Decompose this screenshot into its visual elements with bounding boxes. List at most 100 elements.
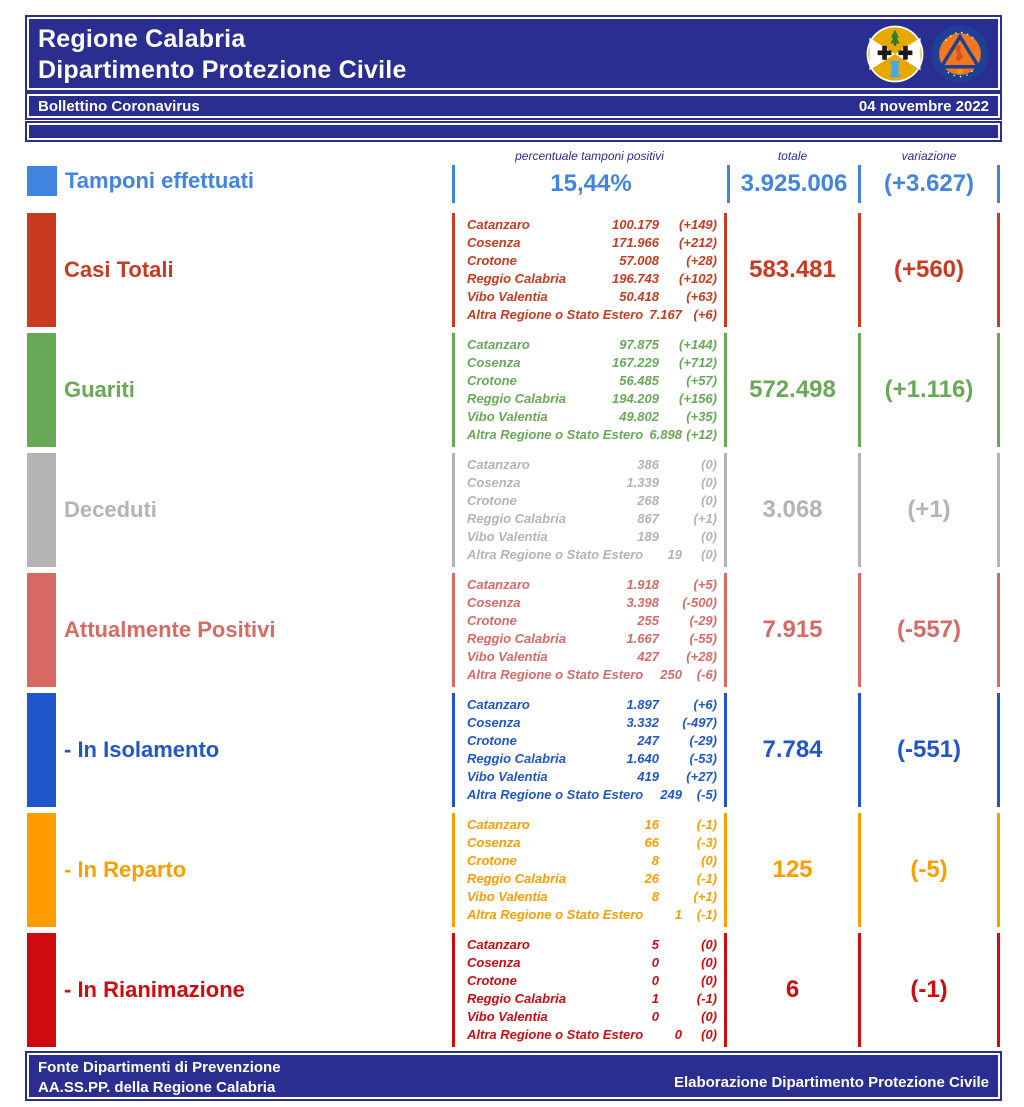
breakdown-value: 247 [637,733,659,748]
breakdown-value: 0 [651,955,659,970]
breakdown-item: Vibo Valentia 50.418 (+63) [467,289,717,305]
breakdown-name: Catanzaro [467,697,530,712]
breakdown-item: Catanzaro 16 (-1) [467,817,717,833]
tamponi-label: Tamponi effettuati [65,168,255,193]
region-title: Regione Calabria [38,25,246,53]
breakdown-item: Vibo Valentia 8 (+1) [467,889,717,905]
stat-row-in-rianimazione: - In Rianimazione Catanzaro 5 (0) Cosenz… [27,933,1000,1047]
breakdown-value: 5 [651,937,659,952]
row-color-block [27,933,56,1047]
row-label: - In Isolamento [64,737,220,762]
breakdown-name: Altra Regione o Stato Estero [467,307,644,322]
row-label: Attualmente Positivi [64,617,276,642]
divider-strip [25,121,1002,142]
breakdown-name: Vibo Valentia [467,409,548,424]
breakdown-item: Altra Regione o Stato Estero 6.898 (+12) [467,427,717,443]
breakdown-item: Cosenza 167.229 (+712) [467,355,717,371]
breakdown-name: Catanzaro [467,937,530,952]
breakdown-name: Vibo Valentia [467,649,548,664]
breakdown-name: Crotone [467,853,517,868]
breakdown-name: Cosenza [467,835,521,850]
breakdown-value: 386 [637,457,659,472]
row-breakdown: Catanzaro 5 (0) Cosenza 0 (0) Crotone 0 … [452,933,727,1047]
breakdown-item: Altra Regione o Stato Estero 249 (-5) [467,787,717,803]
breakdown-name: Catanzaro [467,217,530,232]
percentuale-header: percentuale tamponi positivi [515,149,664,163]
row-total: 7.915 [762,616,823,643]
breakdown-item: Cosenza 171.966 (+212) [467,235,717,251]
breakdown-variation: (-53) [689,751,717,766]
header-logos [866,25,989,83]
tamponi-color-block [27,166,57,196]
breakdown-value: 8 [651,889,659,904]
header: Regione Calabria Dipartimento Protezione… [25,15,1002,92]
breakdown-item: Reggio Calabria 1.640 (-53) [467,751,717,767]
breakdown-value: 6.898 [649,427,682,442]
breakdown-name: Vibo Valentia [467,289,548,304]
breakdown-variation: (-29) [689,613,717,628]
breakdown-name: Reggio Calabria [467,751,566,766]
footer-elaboration: Elaborazione Dipartimento Protezione Civ… [673,1074,989,1091]
footer-source-line2: AA.SS.PP. della Regione Calabria [38,1079,276,1096]
breakdown-variation: (+12) [686,427,717,442]
row-label-cell: - In Rianimazione [27,933,452,1047]
breakdown-name: Vibo Valentia [467,529,548,544]
row-color-block [27,333,56,447]
breakdown-variation: (-5) [696,787,717,802]
row-color-block [27,693,56,807]
breakdown-value: 0 [651,1009,659,1024]
breakdown-value: 171.966 [612,235,659,250]
breakdown-value: 49.802 [619,409,659,424]
stat-row-casi-totali: Casi Totali Catanzaro 100.179 (+149) Cos… [27,213,1000,327]
footer-source-line1: Fonte Dipartimenti di Prevenzione [38,1059,281,1076]
row-breakdown: Catanzaro 100.179 (+149) Cosenza 171.966… [452,213,727,327]
breakdown-value: 16 [644,817,659,832]
breakdown-item: Reggio Calabria 1.667 (-55) [467,631,717,647]
breakdown-item: Vibo Valentia 0 (0) [467,1009,717,1025]
breakdown-item: Crotone 56.485 (+57) [467,373,717,389]
breakdown-item: Catanzaro 386 (0) [467,457,717,473]
breakdown-value: 8 [651,853,659,868]
row-total: 572.498 [749,376,836,403]
row-variation: (-5) [858,813,1000,927]
breakdown-variation: (-6) [696,667,717,682]
breakdown-value: 167.229 [612,355,659,370]
row-variation: (+1) [858,453,1000,567]
tamponi-variation: (+3.627) [858,165,1000,203]
row-label: - In Rianimazione [64,977,245,1002]
row-total: 583.481 [749,256,836,283]
breakdown-variation: (+102) [679,271,717,286]
breakdown-variation: (+5) [693,577,717,592]
breakdown-value: 3.332 [626,715,659,730]
breakdown-variation: (+27) [686,769,717,784]
department-title: Dipartimento Protezione Civile [38,56,407,84]
breakdown-value: 1.640 [626,751,659,766]
breakdown-variation: (+149) [679,217,717,232]
footer-source: Fonte Dipartimenti di Prevenzione AA.SS.… [38,1058,281,1096]
breakdown-name: Altra Regione o Stato Estero [467,547,644,562]
breakdown-item: Vibo Valentia 419 (+27) [467,769,717,785]
breakdown-item: Crotone 8 (0) [467,853,717,869]
breakdown-name: Reggio Calabria [467,991,566,1006]
breakdown-name: Vibo Valentia [467,769,548,784]
row-label: Guariti [64,377,135,402]
row-label-cell: Deceduti [27,453,452,567]
breakdown-value: 427 [637,649,659,664]
breakdown-variation: (0) [701,1027,717,1042]
breakdown-item: Crotone 0 (0) [467,973,717,989]
row-breakdown: Catanzaro 97.875 (+144) Cosenza 167.229 … [452,333,727,447]
breakdown-name: Reggio Calabria [467,391,566,406]
breakdown-name: Vibo Valentia [467,889,548,904]
breakdown-item: Altra Regione o Stato Estero 1 (-1) [467,907,717,923]
breakdown-variation: (+63) [686,289,717,304]
breakdown-variation: (-1) [696,817,717,832]
breakdown-value: 0 [674,1027,682,1042]
row-breakdown: Catanzaro 16 (-1) Cosenza 66 (-3) Croton… [452,813,727,927]
breakdown-value: 3.398 [626,595,659,610]
breakdown-variation: (0) [701,457,717,472]
totale-header: totale [777,149,808,163]
breakdown-variation: (-29) [689,733,717,748]
breakdown-value: 250 [660,667,682,682]
breakdown-name: Altra Regione o Stato Estero [467,907,644,922]
breakdown-item: Catanzaro 100.179 (+149) [467,217,717,233]
